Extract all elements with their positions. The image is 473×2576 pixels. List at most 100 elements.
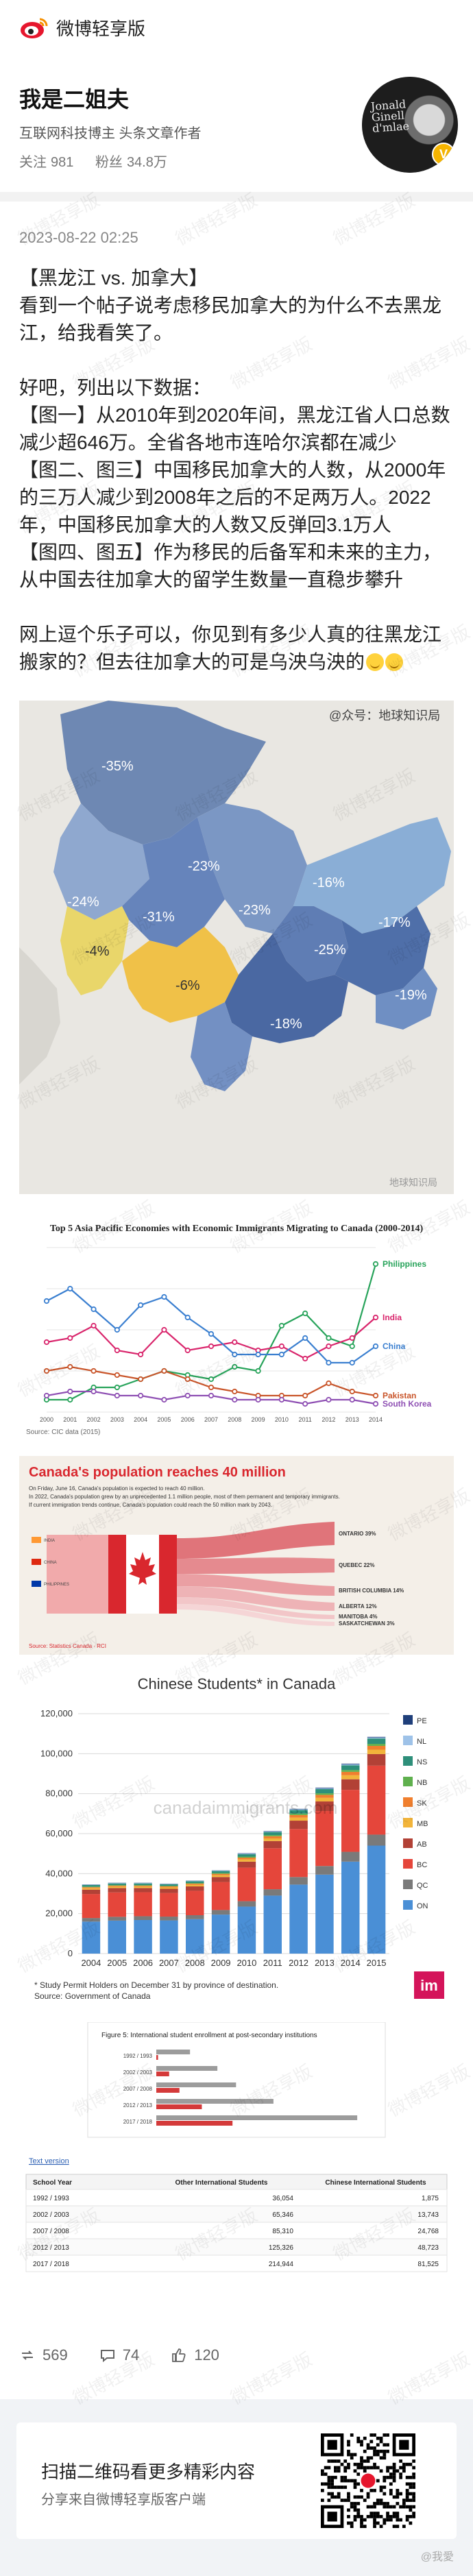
data-point [278,1351,284,1358]
chart-title: Top 5 Asia Pacific Economies with Econom… [50,1224,424,1234]
table-row [25,2189,448,2207]
map-label: -23% [239,903,271,918]
data-point [255,1368,261,1374]
bar-segment [134,1886,152,1888]
legend-swatch [403,1715,413,1725]
x-tick-label: 2007 [159,1958,179,1968]
map-label: -25% [314,943,346,958]
bar-segment [211,1882,230,1910]
table-cell: 81,525 [417,2261,439,2268]
x-tick-label: 2014 [369,1416,383,1423]
bar-segment [263,1836,282,1838]
bar-segment [341,1861,360,1954]
chinese-students-bar-chart: Chinese Students* in Canada 0 20,000 40,00… [34,1675,444,2001]
bar-chinese [156,2055,158,2060]
x-tick-label: 2013 [345,1416,359,1423]
bar-segment [134,1892,152,1917]
author-name[interactable]: 我是二姐夫 [19,87,130,112]
bar-segment [289,1821,308,1830]
text-version-link[interactable]: Text version [29,2157,69,2165]
legend-label: NL [417,1738,426,1746]
action-bar: 569 74 120 [19,2346,251,2364]
data-point [114,1372,120,1378]
im-logo-text: im [420,1977,438,1994]
table-cell: 214,944 [269,2261,294,2268]
bar-other [156,2099,274,2104]
table-cell: 48,723 [417,2244,439,2252]
table-cell: 2007 / 2008 [33,2228,69,2235]
x-tick-label: 2011 [263,1958,282,1968]
like-button[interactable]: 120 [171,2346,219,2364]
bar-segment [186,1881,204,1884]
x-tick-label: 2004 [81,1958,101,1968]
x-tick-label: 2002 [87,1416,101,1423]
y-tick-label: 60,000 [45,1828,73,1838]
bar-category-label: 2002 / 2003 [123,2069,153,2076]
repost-button[interactable]: 569 [19,2346,68,2364]
post-paragraph: 好吧，列出以下数据： [19,377,212,398]
enrollment-figure-image[interactable]: Figure 5: International student enrollme… [19,2022,454,2324]
y-tick-label: 0 [68,1948,73,1958]
bar-segment [134,1883,152,1884]
data-point [232,1388,238,1395]
bar-segment [341,1764,360,1766]
post-paragraph: 【图一】从2010年到2020年间，黑龙江省人口总数减少超646万。全省各地市连… [19,404,450,453]
bar-segment [315,1797,334,1802]
post-paragraph: 【图二、图三】中国移民加拿大的人数，从2000年的三万人减少到2008年之后的不… [19,459,446,535]
bar-chinese [156,2104,202,2109]
weibo-logo-icon[interactable] [19,15,49,40]
map-label: -24% [67,895,99,910]
bar-segment [186,1880,204,1882]
top-bar: 微博轻享版 [0,0,473,55]
author-description: 互联网科技博主 头条文章作者 [19,126,202,141]
data-point [43,1298,50,1304]
infographic-subtitle: On Friday, June 16, Canada's population … [29,1485,205,1492]
data-point [208,1384,215,1391]
bar-category-label: 2012 / 2013 [123,2102,153,2109]
infographic-title: Canada's population reaches 40 million [29,1465,286,1480]
legend-swatch [403,1736,413,1745]
infographic-line: If current immigration trends continue, … [29,1502,272,1508]
bar-segment [367,1738,386,1745]
series-label: Pakistan [383,1391,416,1400]
canada-population-infographic-image[interactable]: Canada's population reaches 40 million O… [19,1456,454,1655]
data-point [90,1368,97,1374]
bar-segment [315,1874,334,1954]
bar-segment [263,1832,282,1836]
table-cell: 1,875 [422,2195,439,2202]
bar-segment [263,1831,282,1832]
data-point [278,1322,284,1329]
repost-count: 569 [43,2346,68,2364]
bar-segment [367,1753,386,1766]
legend-label: QC [417,1882,428,1890]
data-point [184,1314,191,1321]
data-point [372,1314,379,1321]
data-point [161,1396,167,1403]
infographic-source: Source: Statistics Canada · RCI [29,1643,106,1649]
origin-label: CHINA [44,1561,57,1565]
qr-code[interactable] [321,2433,415,2528]
bar-chinese [156,2071,169,2076]
map-label: -18% [270,1017,302,1032]
heilongjiang-population-map-image[interactable]: -35% -23% -24% -4% -31% -23% -16% -17% -… [19,701,454,1194]
province-flow-label: SASKATCHEWAN 3% [339,1620,395,1627]
avatar[interactable]: Jonald Ginell d'mlae V [362,77,458,173]
immigrants-line-chart-image[interactable]: Top 5 Asia Pacific Economies with Econom… [19,1213,454,1439]
table-cell: 85,310 [272,2228,293,2235]
post-paragraph: 【黑龙江 vs. 加拿大】 [19,267,208,289]
data-point [326,1396,332,1403]
bar-segment [108,1920,126,1954]
x-tick-label: 2004 [134,1416,147,1423]
comment-button[interactable]: 74 [99,2346,139,2364]
chinese-students-bar-chart-image[interactable]: Chinese Students* in Canada 0 20,000 40,00… [19,1666,454,2008]
bar-segment [341,1770,360,1772]
bar-segment [211,1877,230,1882]
comment-count: 74 [122,2346,140,2364]
y-tick-label: 40,000 [45,1868,73,1878]
data-point [90,1322,97,1329]
post: 2023-08-22 02:25 【黑龙江 vs. 加拿大】 看到一个帖子说考虑… [0,229,473,676]
data-point [67,1285,73,1292]
map-credit: @众号：地球知识局 [329,709,440,722]
data-point [326,1380,332,1387]
bar-segment [160,1888,178,1893]
